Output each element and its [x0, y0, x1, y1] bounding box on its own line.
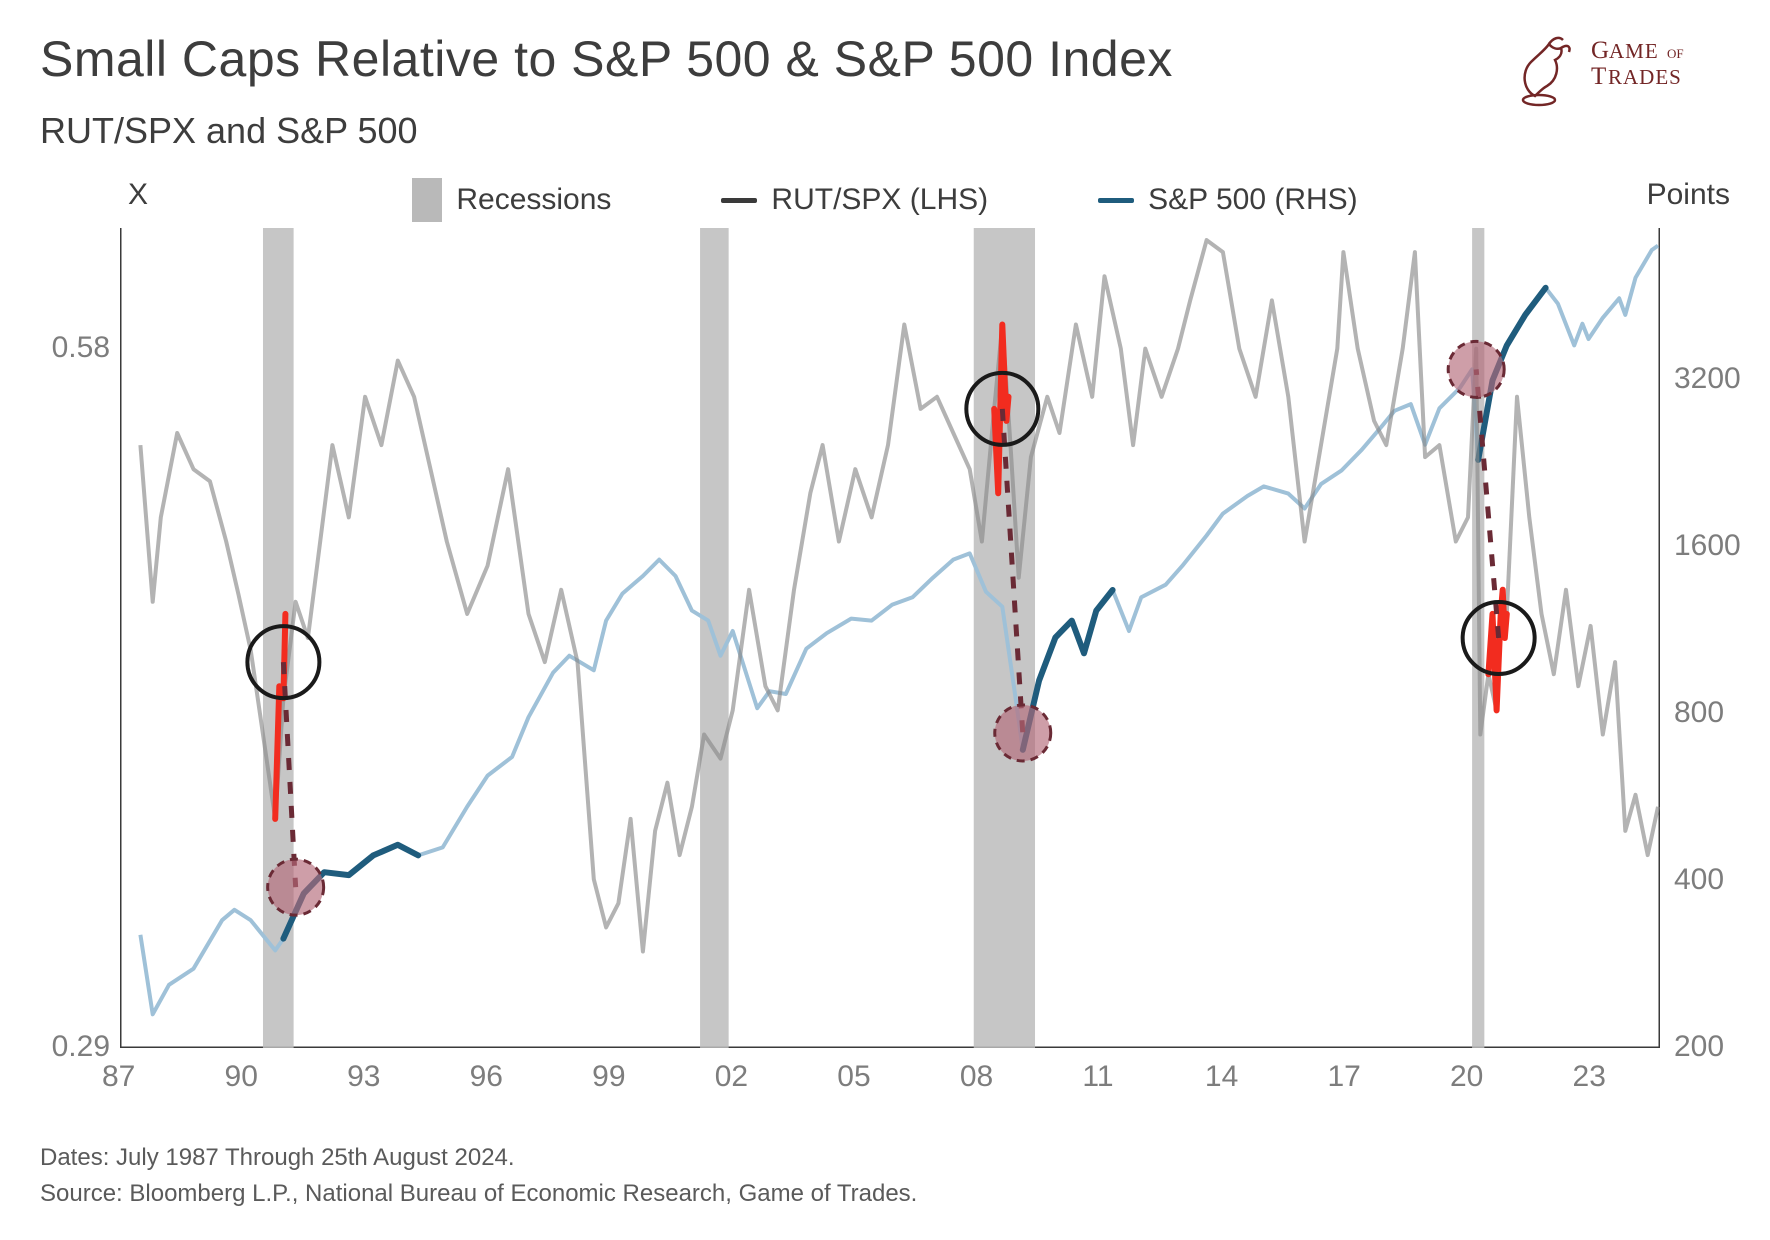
y-left-tick: 0.58: [30, 331, 110, 365]
y-left-tick: 0.29: [30, 1030, 110, 1064]
x-tick: 93: [347, 1060, 380, 1094]
legend-rut-label: RUT/SPX (LHS): [771, 183, 988, 217]
svg-text:G: G: [1591, 37, 1610, 64]
legend-spx: S&P 500 (RHS): [1098, 178, 1358, 222]
chart-page: Small Caps Relative to S&P 500 & S&P 500…: [0, 0, 1770, 1240]
chart-footer: Dates: July 1987 Through 25th August 202…: [40, 1140, 917, 1212]
y-right-tick: 1600: [1674, 529, 1741, 563]
legend-rut: RUT/SPX (LHS): [721, 178, 988, 222]
y-right-tick: 200: [1674, 1030, 1724, 1064]
svg-text:RADES: RADES: [1608, 65, 1682, 89]
svg-text:OF: OF: [1667, 46, 1684, 61]
x-tick: 14: [1205, 1060, 1238, 1094]
chart-svg: [120, 228, 1660, 1048]
x-tick: 87: [102, 1060, 135, 1094]
x-tick: 23: [1573, 1060, 1606, 1094]
x-tick: 05: [837, 1060, 870, 1094]
x-tick: 02: [715, 1060, 748, 1094]
chart-subtitle: RUT/SPX and S&P 500: [40, 110, 1730, 152]
legend-spx-label: S&P 500 (RHS): [1148, 183, 1358, 217]
x-tick: 90: [225, 1060, 258, 1094]
footer-source: Source: Bloomberg L.P., National Bureau …: [40, 1176, 917, 1212]
svg-text:T: T: [1591, 63, 1607, 90]
footer-dates: Dates: July 1987 Through 25th August 202…: [40, 1140, 917, 1176]
chart-plot-area: [120, 228, 1660, 1048]
brand-logo: G AME OF T RADES: [1505, 28, 1725, 114]
x-tick: 20: [1450, 1060, 1483, 1094]
x-tick: 96: [470, 1060, 503, 1094]
legend-recessions: Recessions: [412, 178, 611, 222]
x-tick: 17: [1327, 1060, 1360, 1094]
x-tick: 08: [960, 1060, 993, 1094]
rut-swatch-icon: [721, 198, 757, 203]
legend-recessions-label: Recessions: [456, 183, 611, 217]
legend: Recessions RUT/SPX (LHS) S&P 500 (RHS): [0, 178, 1770, 222]
recession-swatch-icon: [412, 178, 442, 222]
y-right-tick: 3200: [1674, 362, 1741, 396]
chart-title: Small Caps Relative to S&P 500 & S&P 500…: [40, 30, 1730, 88]
spx-swatch-icon: [1098, 198, 1134, 203]
svg-text:AME: AME: [1609, 39, 1659, 63]
x-tick: 99: [592, 1060, 625, 1094]
y-right-tick: 400: [1674, 863, 1724, 897]
x-tick: 11: [1082, 1060, 1113, 1094]
y-right-tick: 800: [1674, 696, 1724, 730]
